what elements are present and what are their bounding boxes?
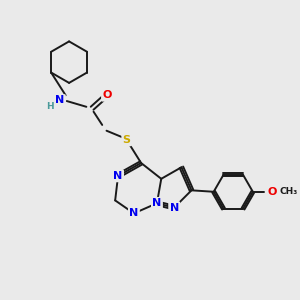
Text: O: O [102, 90, 112, 100]
Text: N: N [129, 208, 139, 218]
Text: N: N [113, 171, 123, 181]
Text: N: N [152, 198, 162, 208]
Text: CH₃: CH₃ [279, 187, 297, 196]
Text: O: O [268, 187, 277, 197]
Text: S: S [123, 135, 131, 145]
Text: N: N [169, 202, 179, 213]
Text: H: H [46, 102, 54, 111]
Text: N: N [55, 95, 64, 106]
